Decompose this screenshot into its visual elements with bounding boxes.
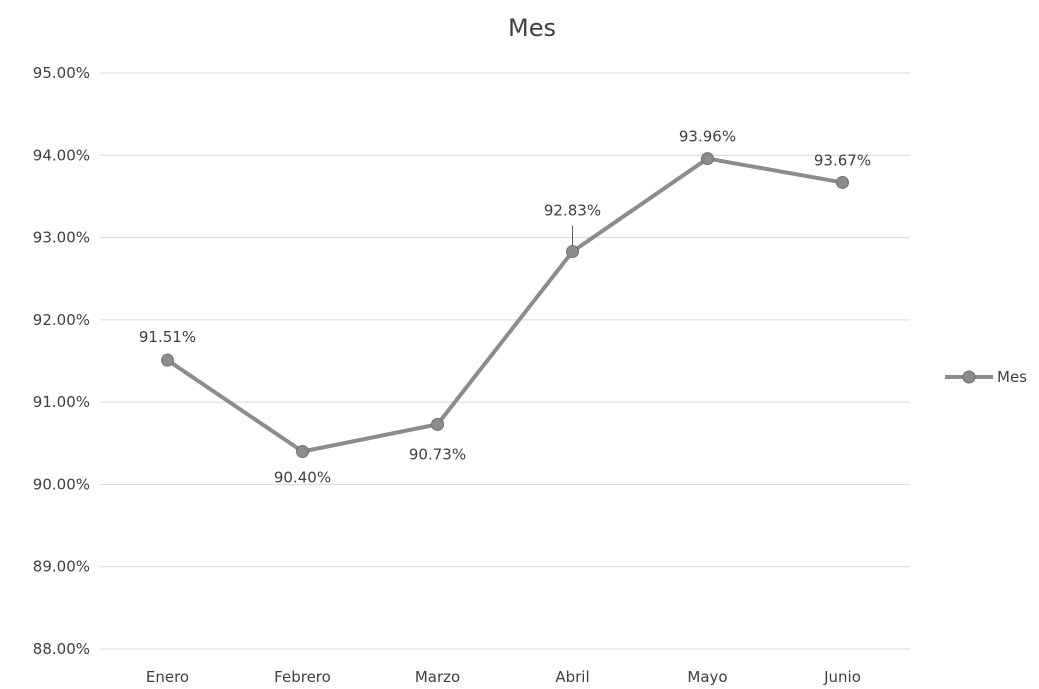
y-tick-label: 94.00% (33, 146, 90, 164)
y-tick-label: 90.00% (33, 475, 90, 493)
series-mes (161, 152, 849, 459)
data-point (296, 445, 309, 459)
y-tick-label: 91.00% (33, 393, 90, 411)
data-point (566, 245, 579, 259)
chart-title: Mes (508, 14, 556, 42)
series-line (166, 156, 843, 454)
data-label: 91.51% (139, 328, 196, 346)
legend: Mes (945, 368, 1027, 386)
data-label: 90.73% (409, 445, 466, 463)
y-tick-label: 93.00% (33, 229, 90, 247)
x-tick-label: Marzo (415, 668, 460, 686)
data-point (431, 417, 444, 431)
y-tick-label: 92.00% (33, 311, 90, 329)
x-axis-ticks: Enero Febrero Marzo Abril Mayo Junio (146, 668, 861, 686)
y-tick-label: 88.00% (33, 640, 90, 658)
data-point (701, 152, 714, 166)
data-labels: 91.51% 90.40% 90.73% 92.83% 93.96% 93.67% (139, 128, 871, 487)
data-label: 90.40% (274, 469, 331, 487)
x-tick-label: Mayo (687, 668, 727, 686)
x-tick-label: Abril (555, 668, 589, 686)
x-tick-label: Junio (823, 668, 861, 686)
gridlines (100, 72, 910, 650)
y-axis-ticks: 95.00% 94.00% 93.00% 92.00% 91.00% 90.00% 89.0… (33, 64, 90, 658)
data-point (161, 353, 174, 367)
legend-marker (962, 370, 976, 384)
legend-label: Mes (997, 368, 1027, 386)
x-tick-label: Febrero (274, 668, 331, 686)
data-point (836, 175, 849, 189)
data-label: 93.96% (679, 128, 736, 146)
x-tick-label: Enero (146, 668, 189, 686)
data-label: 92.83% (544, 202, 601, 220)
data-label: 93.67% (814, 151, 871, 169)
y-tick-label: 89.00% (33, 558, 90, 576)
y-tick-label: 95.00% (33, 64, 90, 82)
